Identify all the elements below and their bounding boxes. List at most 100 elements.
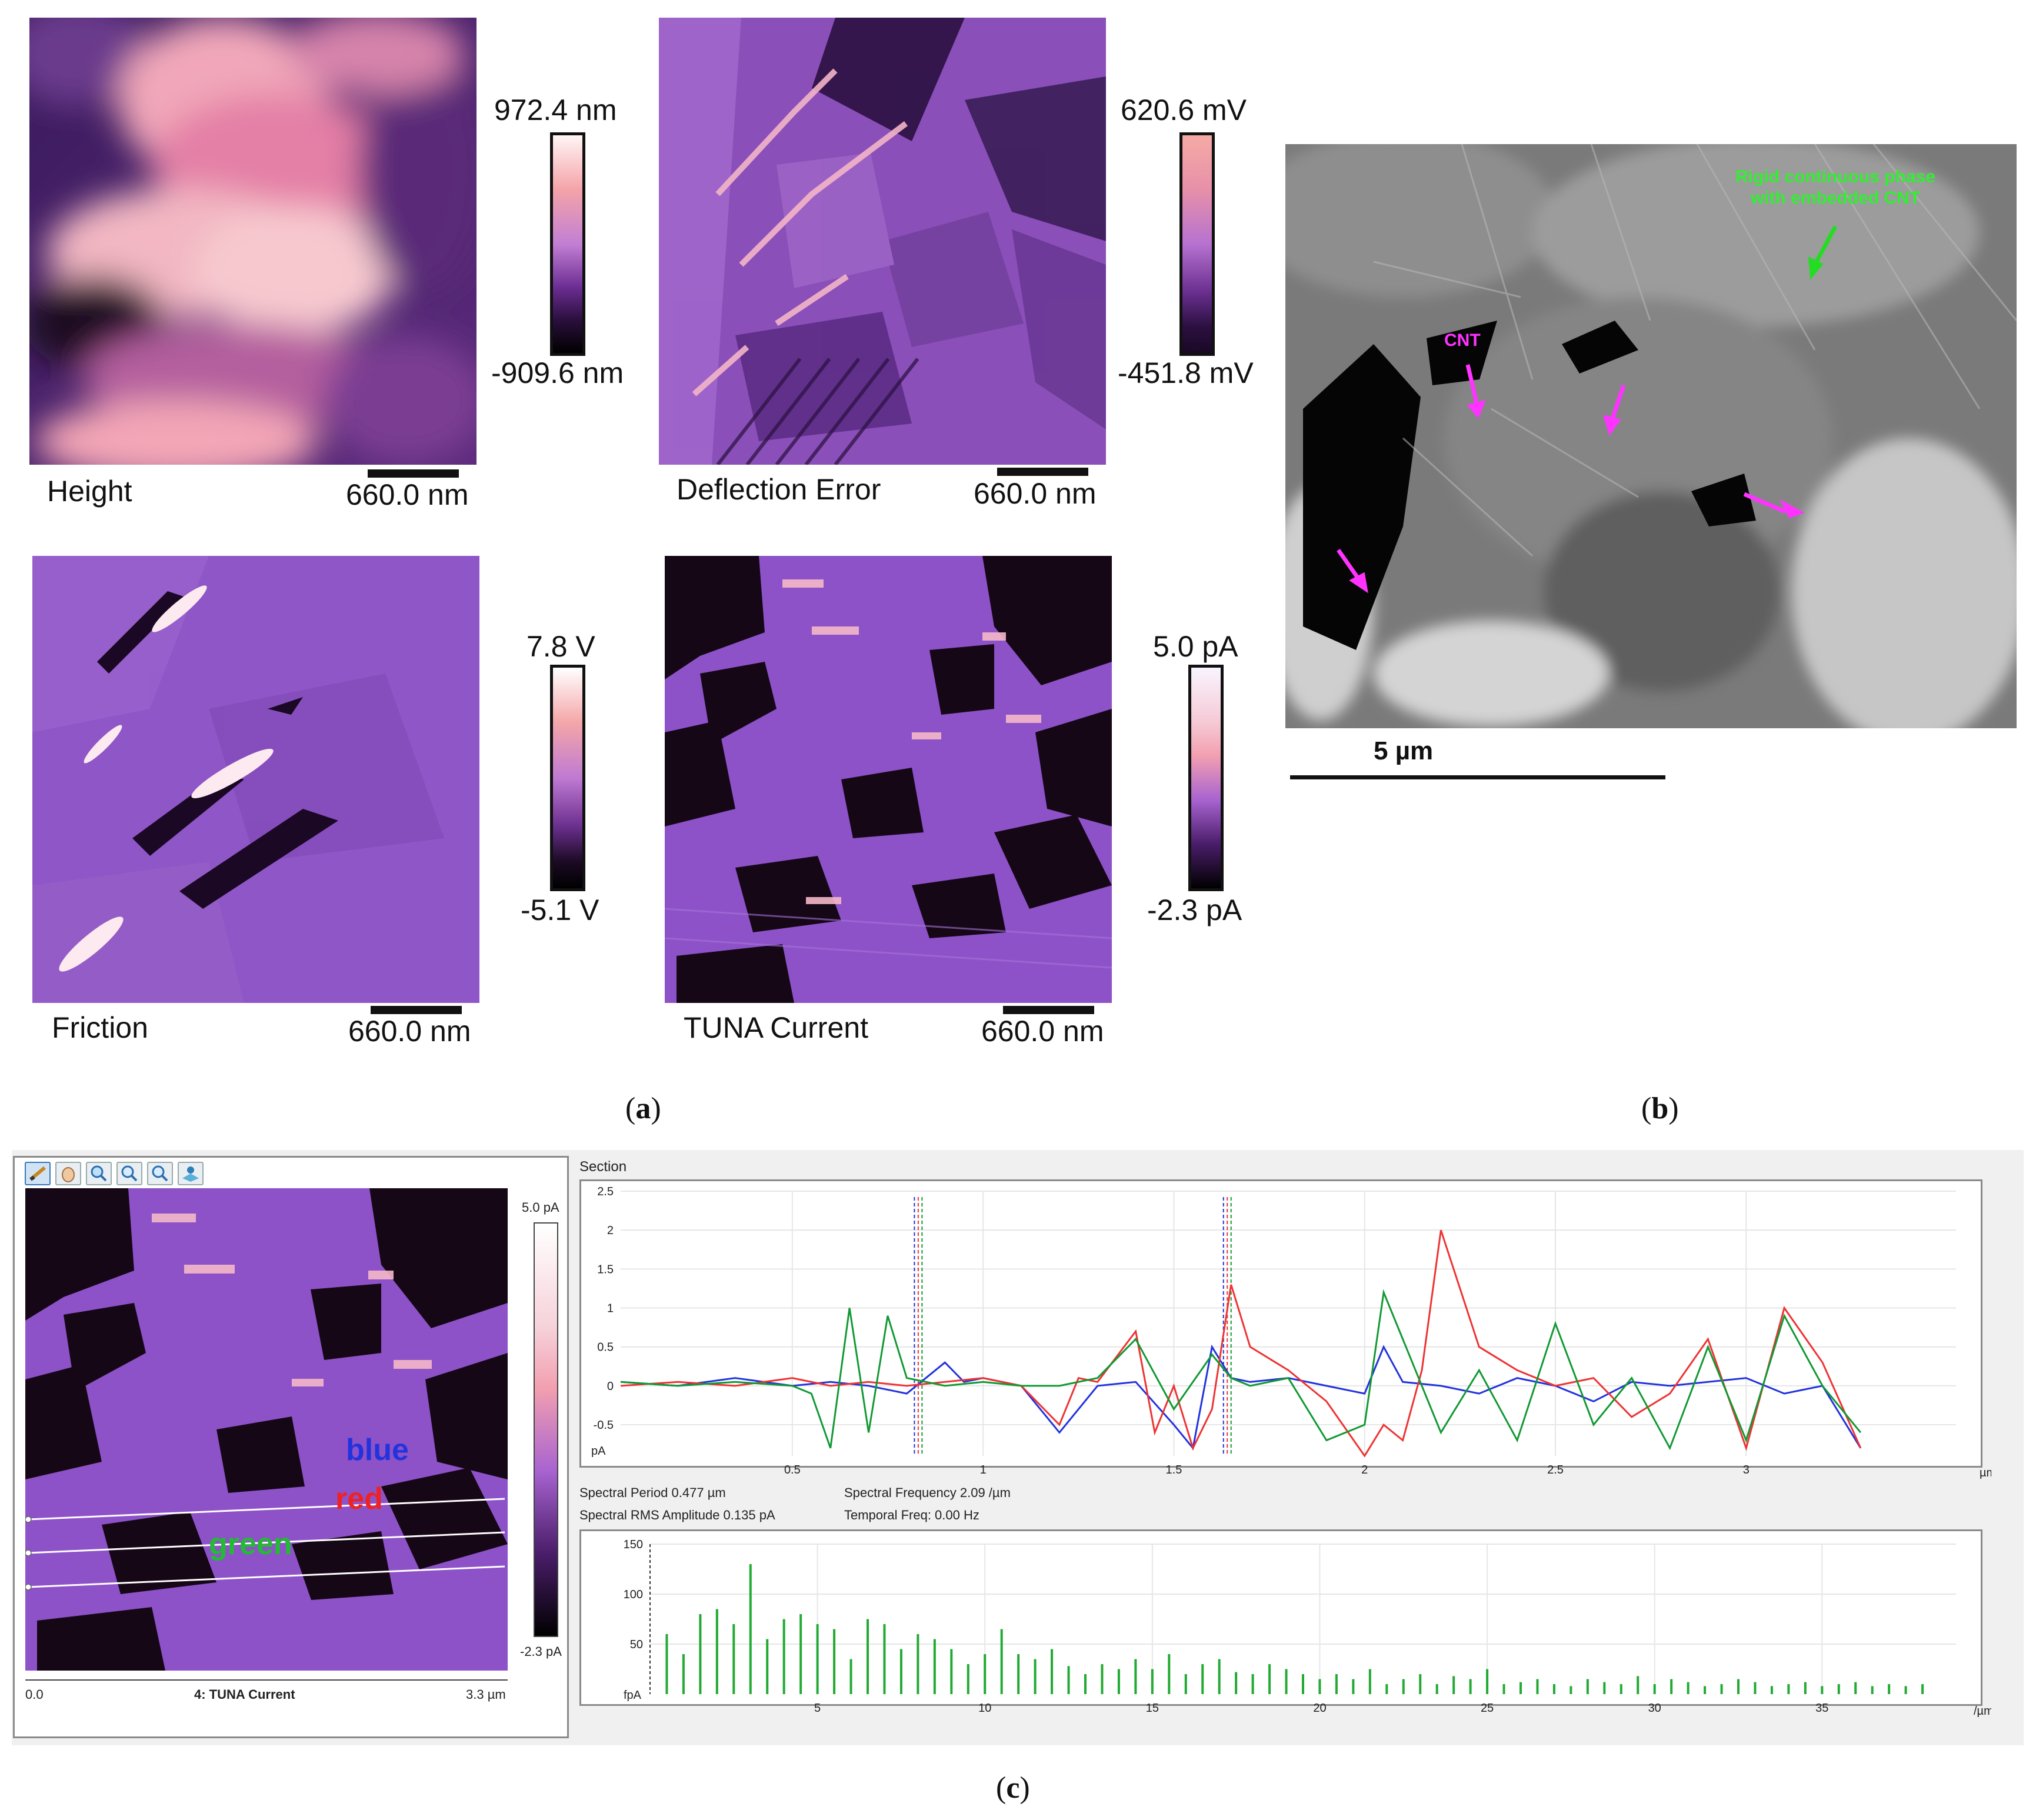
section-series-green [620, 1289, 1862, 1451]
section-x-tick-label: 1 [980, 1464, 987, 1476]
caption-c-letter: c [1006, 1771, 1020, 1805]
line-label-red: red [335, 1482, 383, 1516]
sw-tuna-image[interactable] [25, 1188, 508, 1671]
deflection-min-label: -451.8 mV [1118, 356, 1254, 389]
sem-green-annotation: Rigid continuous phase with embedded CNT [1735, 166, 1935, 209]
friction-colorbar [550, 665, 585, 891]
sem-green-line-2: with embedded CNT [1750, 188, 1921, 208]
section-y-tick-label: 2.5 [597, 1185, 614, 1198]
pencil-icon [29, 1166, 46, 1181]
sw-axis-start: 0.0 [25, 1687, 44, 1702]
tool-zoom[interactable] [86, 1162, 112, 1185]
tuna-image [665, 556, 1112, 1003]
zoom-out-icon [152, 1165, 168, 1182]
section-series-red [620, 1229, 1862, 1458]
deflection-max-label: 620.6 mV [1121, 94, 1247, 126]
spectrum-bar-chart[interactable]: 5 10 15 20 25 30 35 150 100 50/µm fpA [579, 1529, 1991, 1724]
spectrum-x-axis-label: /µm [1974, 1705, 1991, 1718]
friction-title: Friction [52, 1011, 148, 1044]
tool-hand[interactable] [55, 1162, 81, 1185]
deflection-title: Deflection Error [677, 473, 881, 506]
sw-colorbar-min: -2.3 pA [520, 1644, 562, 1659]
section-y-tick-label: 0 [607, 1380, 614, 1393]
tuna-max-label: 5.0 pA [1153, 630, 1238, 663]
section-y-tick-label: 0.5 [597, 1341, 614, 1354]
spectrum-x-tick-label: 15 [1146, 1702, 1159, 1715]
sw-image-title: 4: TUNA Current [194, 1687, 295, 1702]
height-scale-label: 660.0 nm [346, 478, 469, 511]
section-line-chart[interactable]: 0.5 1 1.5 2 2.5 3 2.5 2 1.5 1 0.5 0 -0.5 µm pA [579, 1179, 1991, 1488]
spectrum-y-tick-label: 50 [630, 1638, 643, 1651]
height-image [29, 18, 476, 465]
sw-axis-end: 3.3 µm [466, 1687, 506, 1702]
sw-colorbar-max: 5.0 pA [522, 1200, 559, 1215]
section-series-blue [620, 1344, 1862, 1451]
friction-image [32, 556, 479, 1003]
sem-cnt-label: CNT [1444, 331, 1481, 350]
tool-line[interactable] [25, 1162, 51, 1185]
friction-max-label: 7.8 V [527, 630, 595, 663]
temporal-freq: Temporal Freq: 0.00 Hz [844, 1508, 979, 1522]
deflection-colorbar [1179, 132, 1215, 356]
caption-b-letter: b [1651, 1092, 1669, 1125]
height-scalebar [368, 469, 459, 478]
zoom-in-icon [121, 1165, 138, 1182]
friction-scale-label: 660.0 nm [348, 1015, 471, 1048]
surface-3d-icon [182, 1166, 199, 1182]
sem-scale-label: 5 µm [1374, 736, 1434, 765]
spectral-frequency: Spectral Frequency 2.09 /µm [844, 1485, 1011, 1500]
deflection-image [659, 18, 1106, 465]
hand-icon [62, 1167, 75, 1182]
section-x-tick-label: 1.5 [1166, 1464, 1182, 1476]
tuna-scalebar [1003, 1006, 1094, 1014]
spectral-period: Spectral Period 0.477 µm [579, 1485, 726, 1500]
tuna-title: TUNA Current [684, 1011, 868, 1044]
tool-zoom-in[interactable] [116, 1162, 142, 1185]
spectrum-x-tick-label: 20 [1313, 1702, 1326, 1715]
friction-min-label: -5.1 V [521, 894, 599, 926]
height-colorbar [550, 132, 585, 356]
caption-a: (a) [625, 1092, 661, 1125]
section-chart-box [579, 1179, 1982, 1468]
section-x-tick-label: 2 [1361, 1464, 1368, 1476]
spectral-rms: Spectral RMS Amplitude 0.135 pA [579, 1508, 775, 1522]
sw-colorbar [534, 1222, 558, 1637]
deflection-scale-label: 660.0 nm [974, 477, 1097, 510]
spectrum-chart-box [579, 1529, 1982, 1706]
line-label-green: green [209, 1527, 292, 1561]
sem-green-line-1: Rigid continuous phase [1735, 167, 1936, 186]
section-x-tick-label: 3 [1743, 1464, 1750, 1476]
section-title: Section [579, 1159, 627, 1175]
tuna-min-label: -2.3 pA [1147, 894, 1242, 926]
tool-zoom-out[interactable] [147, 1162, 173, 1185]
section-y-tick-label: -0.5 [594, 1419, 614, 1432]
caption-a-letter: a [635, 1092, 651, 1125]
friction-scalebar [371, 1006, 462, 1014]
tuna-scale-label: 660.0 nm [981, 1015, 1104, 1048]
magnifier-icon [91, 1165, 107, 1182]
section-x-axis-label: µm [1980, 1466, 1991, 1479]
section-y-tick-label: 1 [607, 1302, 614, 1315]
spectrum-x-tick-label: 30 [1648, 1702, 1661, 1715]
spectrum-y-axis-label: fpA [624, 1689, 642, 1702]
spectrum-x-tick-label: 25 [1481, 1702, 1494, 1715]
spectrum-y-tick-label: 150 [624, 1538, 643, 1551]
tuna-colorbar [1188, 665, 1224, 891]
tool-3d[interactable] [178, 1162, 204, 1185]
height-max-label: 972.4 nm [494, 94, 617, 126]
section-x-tick-label: 0.5 [784, 1464, 801, 1476]
spectrum-y-tick-label: 100 [624, 1588, 643, 1601]
section-y-tick-label: 1.5 [597, 1263, 614, 1276]
line-label-blue: blue [346, 1433, 409, 1467]
height-min-label: -909.6 nm [491, 356, 624, 389]
spectrum-x-tick-label: 10 [978, 1702, 991, 1715]
section-y-axis-label: pA [591, 1445, 606, 1458]
deflection-scalebar [997, 468, 1088, 476]
caption-c: (c) [996, 1771, 1030, 1805]
height-title: Height [47, 475, 132, 508]
caption-b: (b) [1641, 1092, 1679, 1125]
sw-image-axis [25, 1679, 508, 1681]
section-x-tick-label: 2.5 [1547, 1464, 1564, 1476]
sem-image [1285, 144, 2017, 728]
spectrum-x-tick-label: 5 [814, 1702, 821, 1715]
